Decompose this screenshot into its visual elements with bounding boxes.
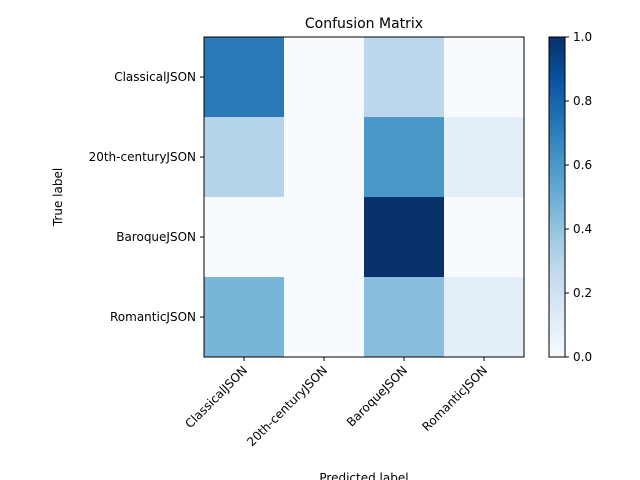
- x-tick-label: 20th-centuryJSON: [244, 363, 330, 449]
- colorbar-tick-label: 0.8: [573, 94, 592, 108]
- y-tick-label: BaroqueJSON: [116, 230, 196, 244]
- heatmap-cells: [204, 37, 525, 358]
- y-axis-ticks: ClassicalJSON 20th-centuryJSON BaroqueJSON…: [89, 70, 204, 324]
- heatmap-cell: [204, 197, 285, 278]
- heatmap-cell: [444, 197, 525, 278]
- y-tick-label: 20th-centuryJSON: [89, 150, 196, 164]
- chart-title: Confusion Matrix: [305, 16, 423, 32]
- heatmap-cell: [284, 197, 365, 278]
- colorbar-frame: [548, 36, 566, 358]
- x-tick-label: BaroqueJSON: [344, 363, 410, 429]
- heatmap-cell: [444, 117, 525, 198]
- heatmap-cell: [284, 37, 365, 118]
- heatmap-cell: [204, 277, 285, 358]
- y-tick-label: RomanticJSON: [110, 310, 196, 324]
- heatmap-cell: [364, 117, 445, 198]
- colorbar-gradient: [549, 37, 565, 357]
- heatmap-cell: [444, 37, 525, 118]
- colorbar-tick-label: 0.0: [573, 350, 592, 364]
- x-tick-label: RomanticJSON: [419, 363, 490, 434]
- x-axis-title: Predicted label: [319, 471, 408, 480]
- colorbar-tick-label: 0.4: [573, 222, 592, 236]
- heatmap-cell: [444, 277, 525, 358]
- heatmap-cell: [364, 277, 445, 358]
- heatmap-cell: [364, 197, 445, 278]
- colorbar: 0.0 0.2 0.4 0.6 0.8 1.0: [548, 30, 592, 364]
- colorbar-tick-label: 1.0: [573, 30, 592, 44]
- heatmap-cell: [364, 37, 445, 118]
- colorbar-tick-label: 0.6: [573, 158, 592, 172]
- x-tick-label: ClassicalJSON: [182, 363, 250, 431]
- y-axis-title: True label: [51, 168, 65, 227]
- colorbar-tick-label: 0.2: [573, 286, 592, 300]
- heatmap-cell: [204, 37, 285, 118]
- plot-frame: [203, 36, 525, 358]
- heatmap-cell: [204, 117, 285, 198]
- heatmap-cell: [284, 117, 365, 198]
- heatmap-cell: [284, 277, 365, 358]
- colorbar-ticks: 0.0 0.2 0.4 0.6 0.8 1.0: [565, 30, 592, 364]
- y-tick-label: ClassicalJSON: [114, 70, 196, 84]
